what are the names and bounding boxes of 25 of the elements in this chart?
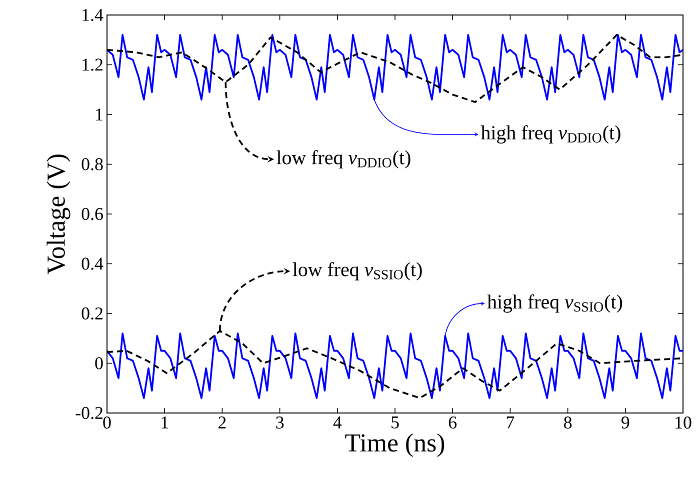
x-axis-title: Time (ns) <box>345 433 444 457</box>
y-tick-label: -0.2 <box>76 406 102 420</box>
y-tick-label: 0.4 <box>82 258 104 270</box>
annotation: low freq v$_{DDIO}$(t) <box>276 150 410 168</box>
x-tick-label: 6 <box>448 416 457 429</box>
y-tick-label: 1.4 <box>82 8 104 22</box>
annotation: low freq v$_{SSIO}$(t) <box>292 262 422 280</box>
y-tick-label: 0.2 <box>82 307 102 320</box>
y-axis-title: Voltage (V) <box>46 154 70 274</box>
y-tick-label: 1.2 <box>82 58 102 71</box>
y-tick-label: 1 <box>96 108 102 120</box>
x-tick-label: 5 <box>392 416 399 428</box>
x-tick-label: 2 <box>218 416 226 428</box>
x-tick-label: 1 <box>162 416 168 428</box>
annotation: high freq v$_{DDIO}$(t) <box>480 125 620 144</box>
y-tick-label: 0 <box>95 357 103 370</box>
x-tick-label: 4 <box>333 416 342 428</box>
x-tick-label: 7 <box>506 416 514 428</box>
x-tick-label: 10 <box>676 416 692 429</box>
y-tick-label: 0.8 <box>82 158 103 170</box>
annotation: high freq v$_{SSIO}$(t) <box>487 294 622 313</box>
y-tick-label: 0.6 <box>82 208 103 220</box>
x-tick-label: 9 <box>622 416 630 429</box>
x-tick-label: 3 <box>276 416 284 429</box>
x-tick-label: 8 <box>564 416 572 429</box>
